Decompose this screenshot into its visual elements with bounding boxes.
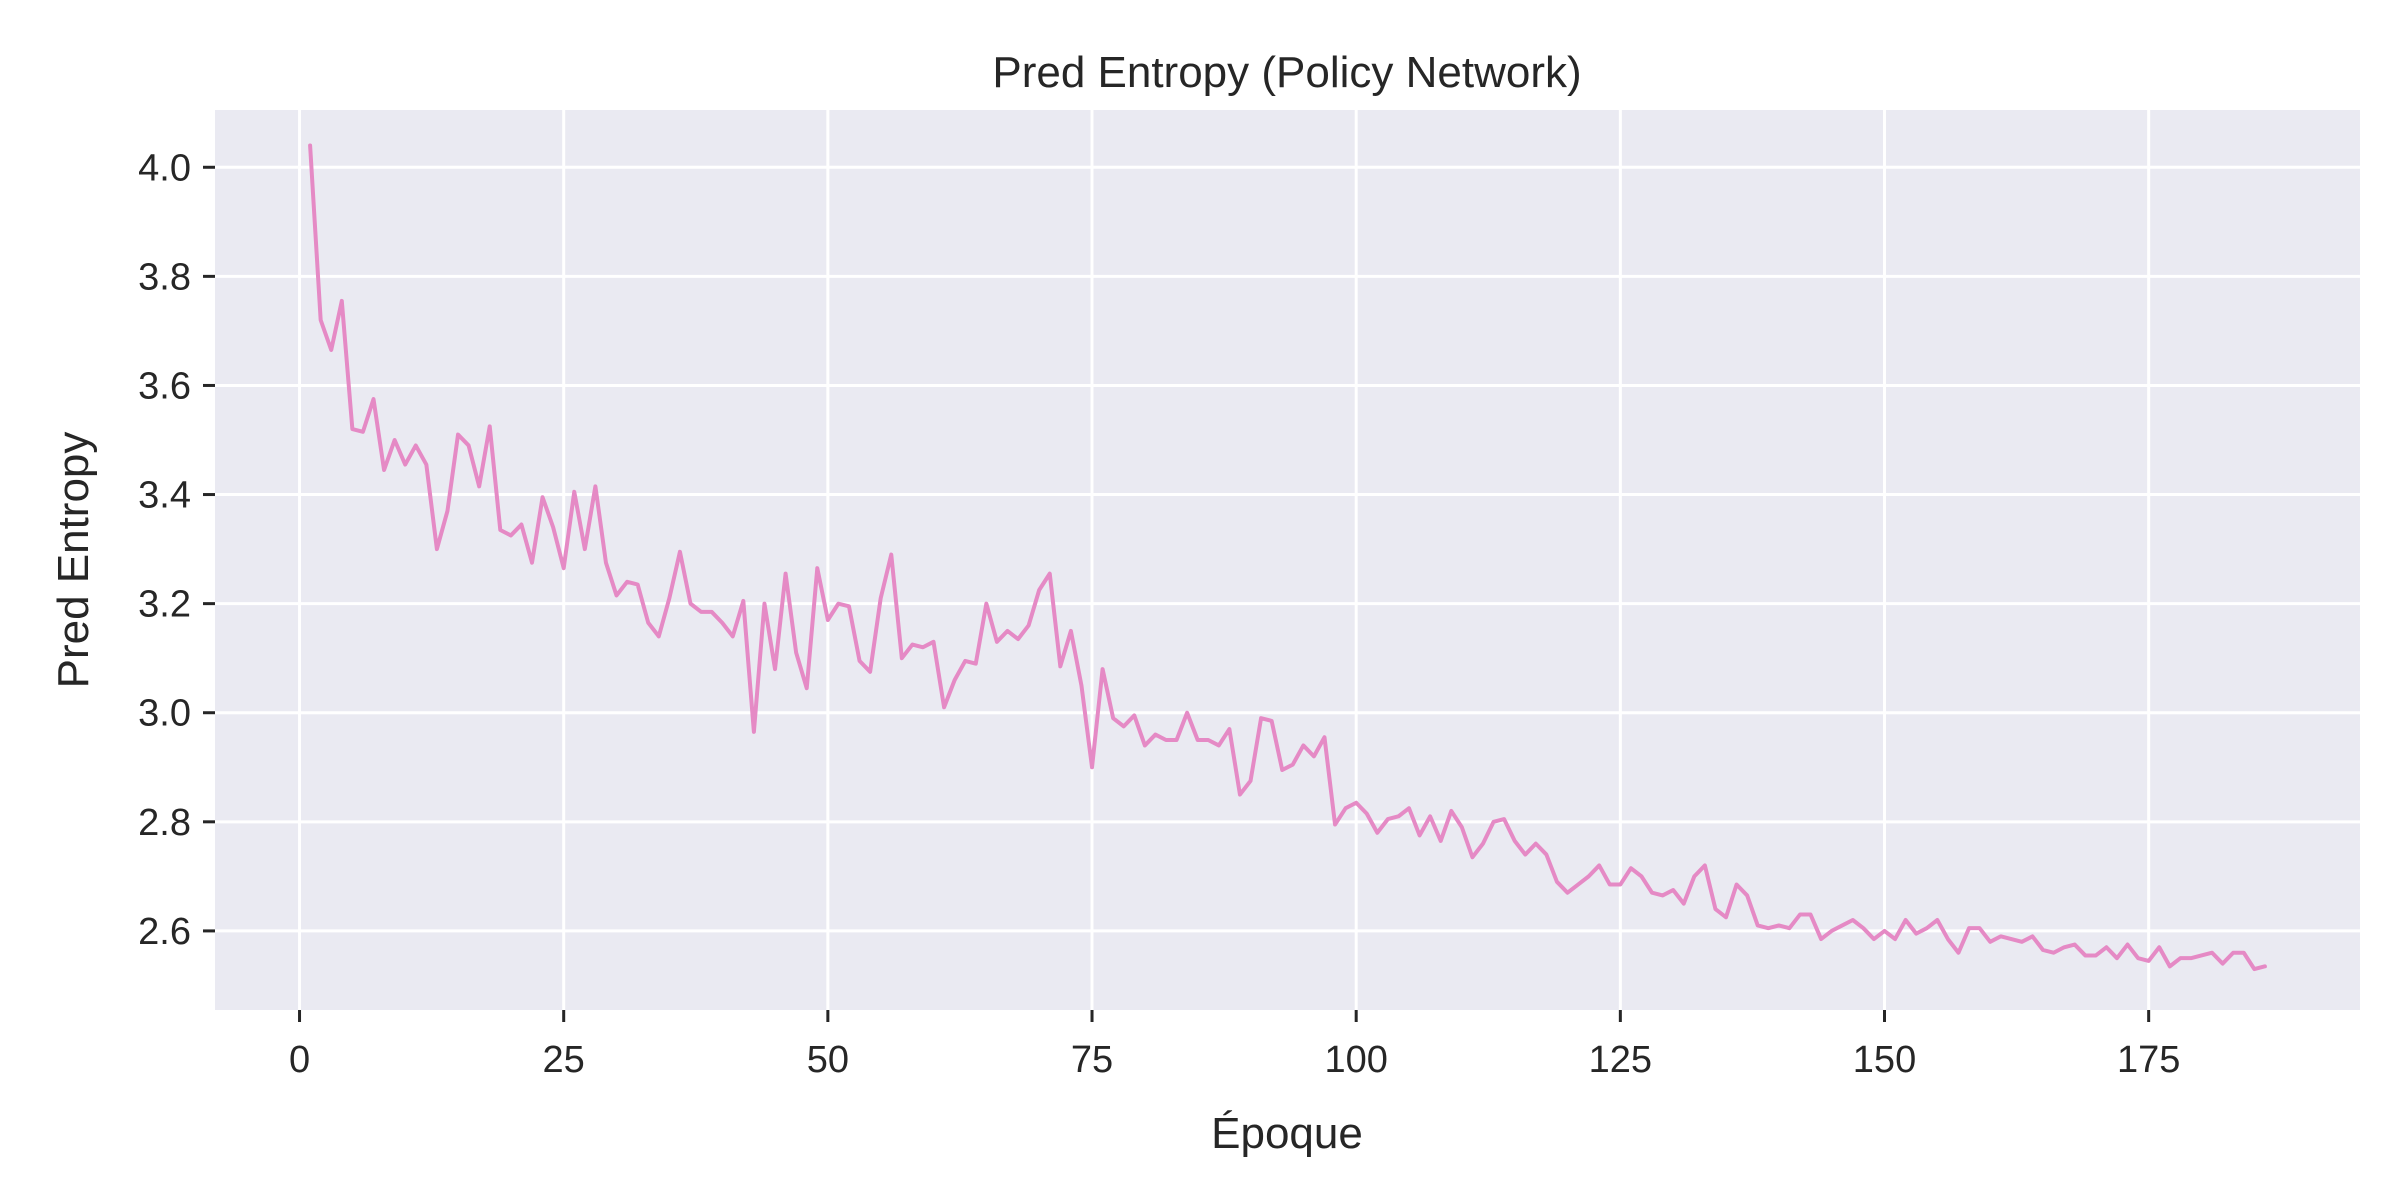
y-tick-label: 2.8 <box>138 802 191 844</box>
y-axis-label: Pred Entropy <box>49 432 98 689</box>
y-tick-label: 3.0 <box>138 693 191 735</box>
y-tick-label: 3.8 <box>138 256 191 298</box>
x-tick-label: 25 <box>543 1039 585 1081</box>
x-axis-ticks: 0 25 50 75 100 125 150 175 <box>289 1010 2180 1081</box>
x-tick-label: 0 <box>289 1039 310 1081</box>
y-tick-label: 3.4 <box>138 475 191 517</box>
y-tick-label: 3.6 <box>138 365 191 407</box>
x-tick-label: 125 <box>1589 1039 1652 1081</box>
x-tick-label: 75 <box>1071 1039 1113 1081</box>
y-tick-label: 2.6 <box>138 911 191 953</box>
x-axis-label: Époque <box>1211 1109 1363 1158</box>
plot-area <box>215 110 2360 1010</box>
chart-title: Pred Entropy (Policy Network) <box>992 48 1581 97</box>
series-line <box>308 143 2267 972</box>
y-tick-label: 4.0 <box>138 147 191 189</box>
horizontal-gridlines <box>215 165 2360 933</box>
y-tick-label: 3.2 <box>138 584 191 626</box>
x-tick-label: 100 <box>1324 1039 1387 1081</box>
x-tick-label: 150 <box>1853 1039 1916 1081</box>
y-axis-ticks: 2.6 2.8 3.0 3.2 3.4 3.6 3.8 4.0 <box>138 147 215 953</box>
x-tick-label: 175 <box>2117 1039 2180 1081</box>
x-tick-label: 50 <box>807 1039 849 1081</box>
series-layer <box>308 143 2267 972</box>
